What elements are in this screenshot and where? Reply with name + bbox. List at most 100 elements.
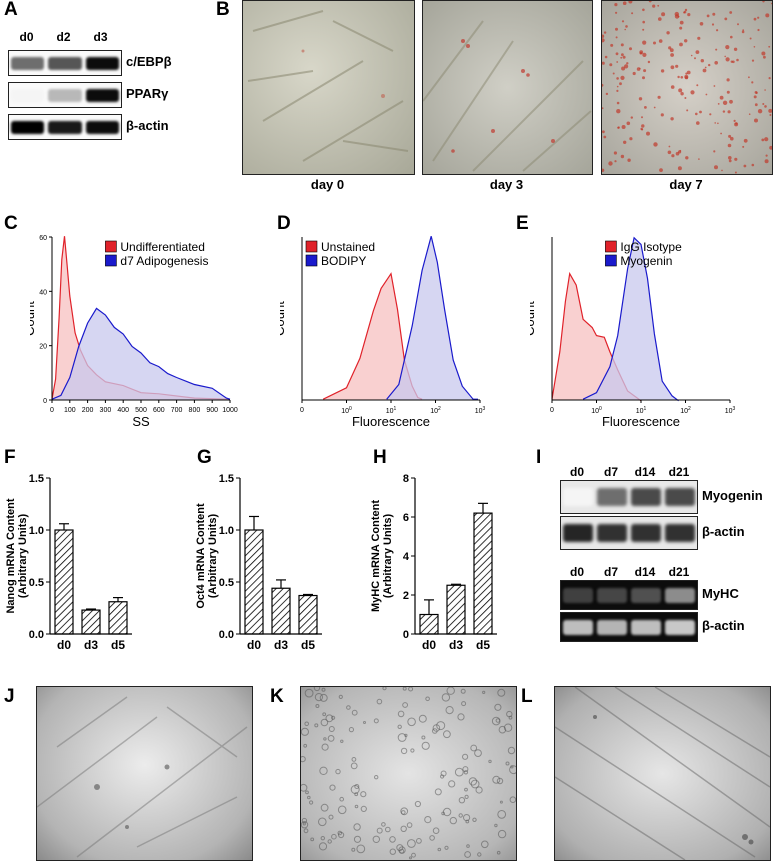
lipid-droplet — [764, 89, 766, 91]
cell-body — [407, 839, 416, 848]
lipid-droplet — [764, 105, 767, 108]
cell-body — [400, 807, 409, 816]
y-tick-label: 8 — [403, 473, 409, 485]
lipid-droplet — [642, 28, 645, 31]
lipid-droplet — [757, 109, 763, 114]
cell-body — [461, 701, 467, 707]
cell-body — [440, 774, 445, 779]
cell-body — [319, 693, 328, 702]
cell-body — [458, 797, 466, 804]
flow-histogram-d: 0 100 101 102 103 Fluorescence Count UnstainedB… — [280, 236, 486, 429]
band — [597, 620, 627, 635]
x-tick-label: 0 — [550, 407, 554, 414]
lipid-droplet — [696, 84, 699, 87]
x-tick-label: 800 — [189, 407, 201, 414]
cell-body — [385, 826, 391, 833]
cell-body — [313, 687, 321, 692]
y-tick-label: 1.0 — [219, 525, 234, 537]
x-tick-label: d0 — [247, 638, 261, 652]
lipid-droplet — [641, 116, 643, 119]
legend-label: IgG Isotype — [620, 240, 682, 254]
lipid-droplet — [757, 28, 760, 32]
cell-body — [351, 847, 356, 852]
cell-body — [301, 817, 308, 824]
cell-body — [322, 712, 327, 717]
band — [597, 488, 627, 506]
lipid-droplet — [696, 121, 700, 125]
lipid-droplet — [613, 151, 617, 155]
lipid-droplet — [720, 132, 722, 135]
cell-body — [331, 833, 337, 840]
lane-label-d7: d7 — [603, 465, 618, 479]
x-tick-label: 300 — [100, 407, 112, 414]
cell-body — [499, 800, 503, 804]
cell-body — [400, 825, 407, 833]
lipid-droplet — [668, 145, 671, 148]
cell-body — [406, 822, 413, 828]
lipid-droplet — [653, 41, 656, 45]
cell-body — [414, 800, 422, 808]
panel-b-label: B — [216, 0, 230, 20]
cell-body — [440, 770, 447, 777]
cell-body — [477, 852, 482, 857]
cell-body — [503, 723, 513, 732]
cell-body — [464, 794, 469, 800]
cell-body — [320, 836, 325, 841]
lipid-droplet — [647, 60, 651, 64]
lipid-droplet — [686, 70, 691, 75]
lipid-droplet — [626, 121, 631, 126]
lipid-droplet — [683, 11, 686, 14]
cell-body — [350, 762, 358, 770]
lipid-droplet — [719, 95, 724, 100]
cell-body — [446, 687, 455, 695]
x-tick-label: 600 — [153, 407, 165, 414]
lipid-droplet — [753, 95, 757, 99]
lipid-droplet — [666, 31, 670, 35]
band — [631, 588, 661, 603]
histogram-fill-1 — [386, 237, 478, 400]
lipid-droplet — [725, 57, 730, 62]
lipid-droplet — [602, 34, 605, 38]
bar-d5 — [473, 512, 493, 635]
x-axis-label: SS — [132, 414, 150, 429]
lipid-droplet — [622, 55, 626, 59]
lipid-droplet — [657, 4, 660, 7]
cell-body — [319, 766, 328, 776]
legend-label: d7 Adipogenesis — [120, 254, 208, 268]
lipid-droplet — [677, 166, 682, 171]
lipid-droplet — [734, 171, 737, 174]
lane-label-d0: d0 — [569, 465, 584, 479]
lipid-droplet — [679, 149, 682, 152]
x-axis-label: Fluorescence — [352, 414, 430, 429]
lipid-droplet — [602, 38, 605, 43]
band — [11, 89, 45, 102]
lipid-droplet — [616, 109, 621, 114]
bar-d3 — [81, 609, 101, 635]
flow-histogram-e: 0 100 101 102 103 Fluorescence Count IgG Isotyp… — [530, 236, 736, 429]
x-tick-label: 0 — [50, 407, 54, 414]
cell-body — [410, 748, 415, 753]
blot-strip-1 — [560, 612, 698, 642]
lipid-droplet — [684, 39, 688, 43]
lipid-droplet — [698, 158, 700, 160]
cell-body — [376, 827, 383, 834]
band — [48, 57, 82, 70]
cell-body — [328, 726, 335, 732]
lipid-droplet — [602, 83, 604, 87]
lipid-droplet — [751, 81, 754, 84]
x-tick-label: 103 — [475, 406, 486, 415]
x-tick-label: d5 — [476, 638, 490, 652]
lipid-droplet — [761, 51, 766, 56]
lipid-droplet — [602, 61, 605, 65]
panel-i-top-lane-labels: d0 d7 d14 d21 — [560, 465, 720, 481]
lipid-droplet — [762, 1, 765, 3]
lipid-droplet — [728, 159, 732, 163]
lipid-droplet — [642, 52, 647, 58]
cell-body — [340, 739, 344, 743]
band — [563, 524, 593, 542]
x-tick-label: d3 — [274, 638, 288, 652]
lipid-droplet — [687, 13, 691, 17]
cell-body — [466, 844, 470, 848]
lipid-droplet — [653, 142, 658, 147]
micrograph-j — [36, 686, 253, 861]
